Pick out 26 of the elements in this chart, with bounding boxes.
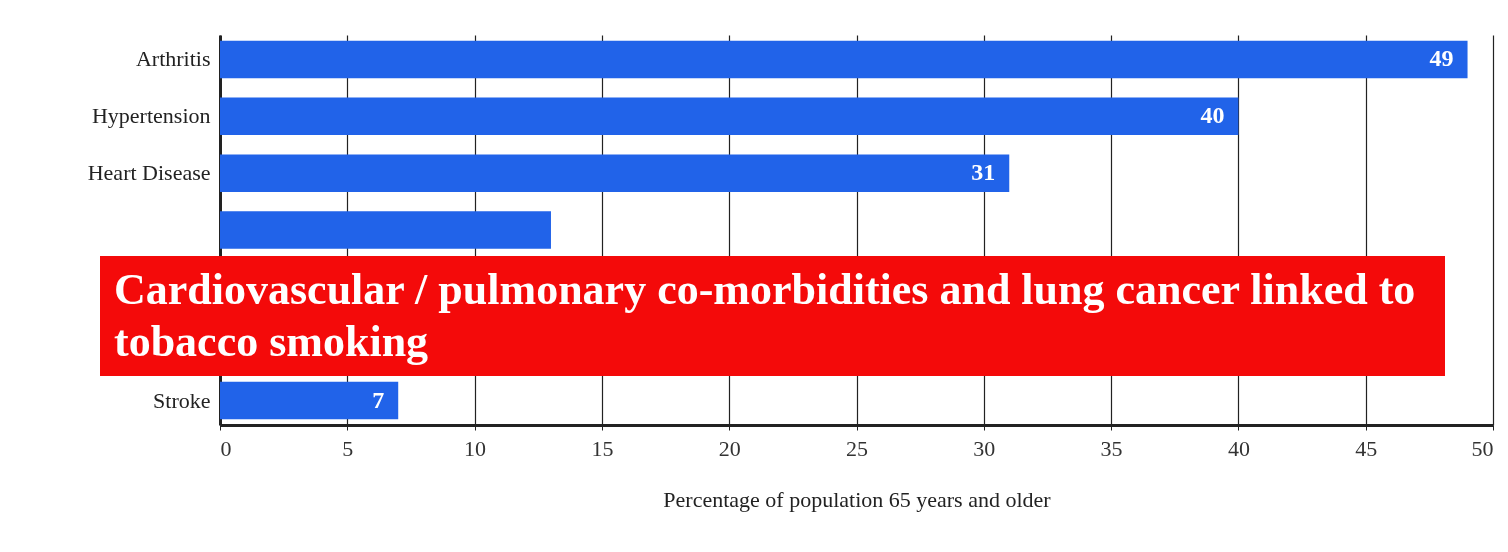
x-tick-label: 45 bbox=[1355, 435, 1378, 461]
x-tick-label: 25 bbox=[846, 435, 868, 461]
x-tick-label: 5 bbox=[342, 435, 354, 461]
x-tick-label: 50 bbox=[1471, 435, 1494, 461]
bar bbox=[220, 40, 1468, 79]
bar bbox=[220, 211, 551, 249]
x-tick-label: 0 bbox=[220, 435, 232, 461]
y-tick-label: Heart Disease bbox=[87, 160, 211, 186]
bar bbox=[220, 97, 1239, 136]
y-tick-label: Stroke bbox=[153, 387, 211, 413]
x-axis-title: Percentage of population 65 years and older bbox=[663, 486, 1052, 512]
annotation: Cardiovascular / pulmonary co-morbidities and lung cancer linked to tobacco smoking bbox=[100, 256, 1445, 376]
y-tick-label: Arthritis bbox=[135, 46, 211, 72]
x-tick-label: 35 bbox=[1100, 435, 1123, 461]
y-tick-label: Hypertension bbox=[91, 103, 211, 129]
data-label: 49 bbox=[1429, 45, 1454, 72]
data-label: 31 bbox=[971, 159, 996, 186]
x-tick-label: 10 bbox=[464, 435, 487, 461]
x-tick-label: 30 bbox=[973, 435, 996, 461]
data-label: 40 bbox=[1200, 102, 1225, 129]
x-tick-label: 15 bbox=[591, 435, 614, 461]
data-label: 7 bbox=[372, 386, 385, 413]
x-tick-label: 20 bbox=[718, 435, 741, 461]
bar bbox=[220, 154, 1010, 192]
x-tick-label: 40 bbox=[1227, 435, 1250, 461]
bar bbox=[220, 381, 399, 420]
